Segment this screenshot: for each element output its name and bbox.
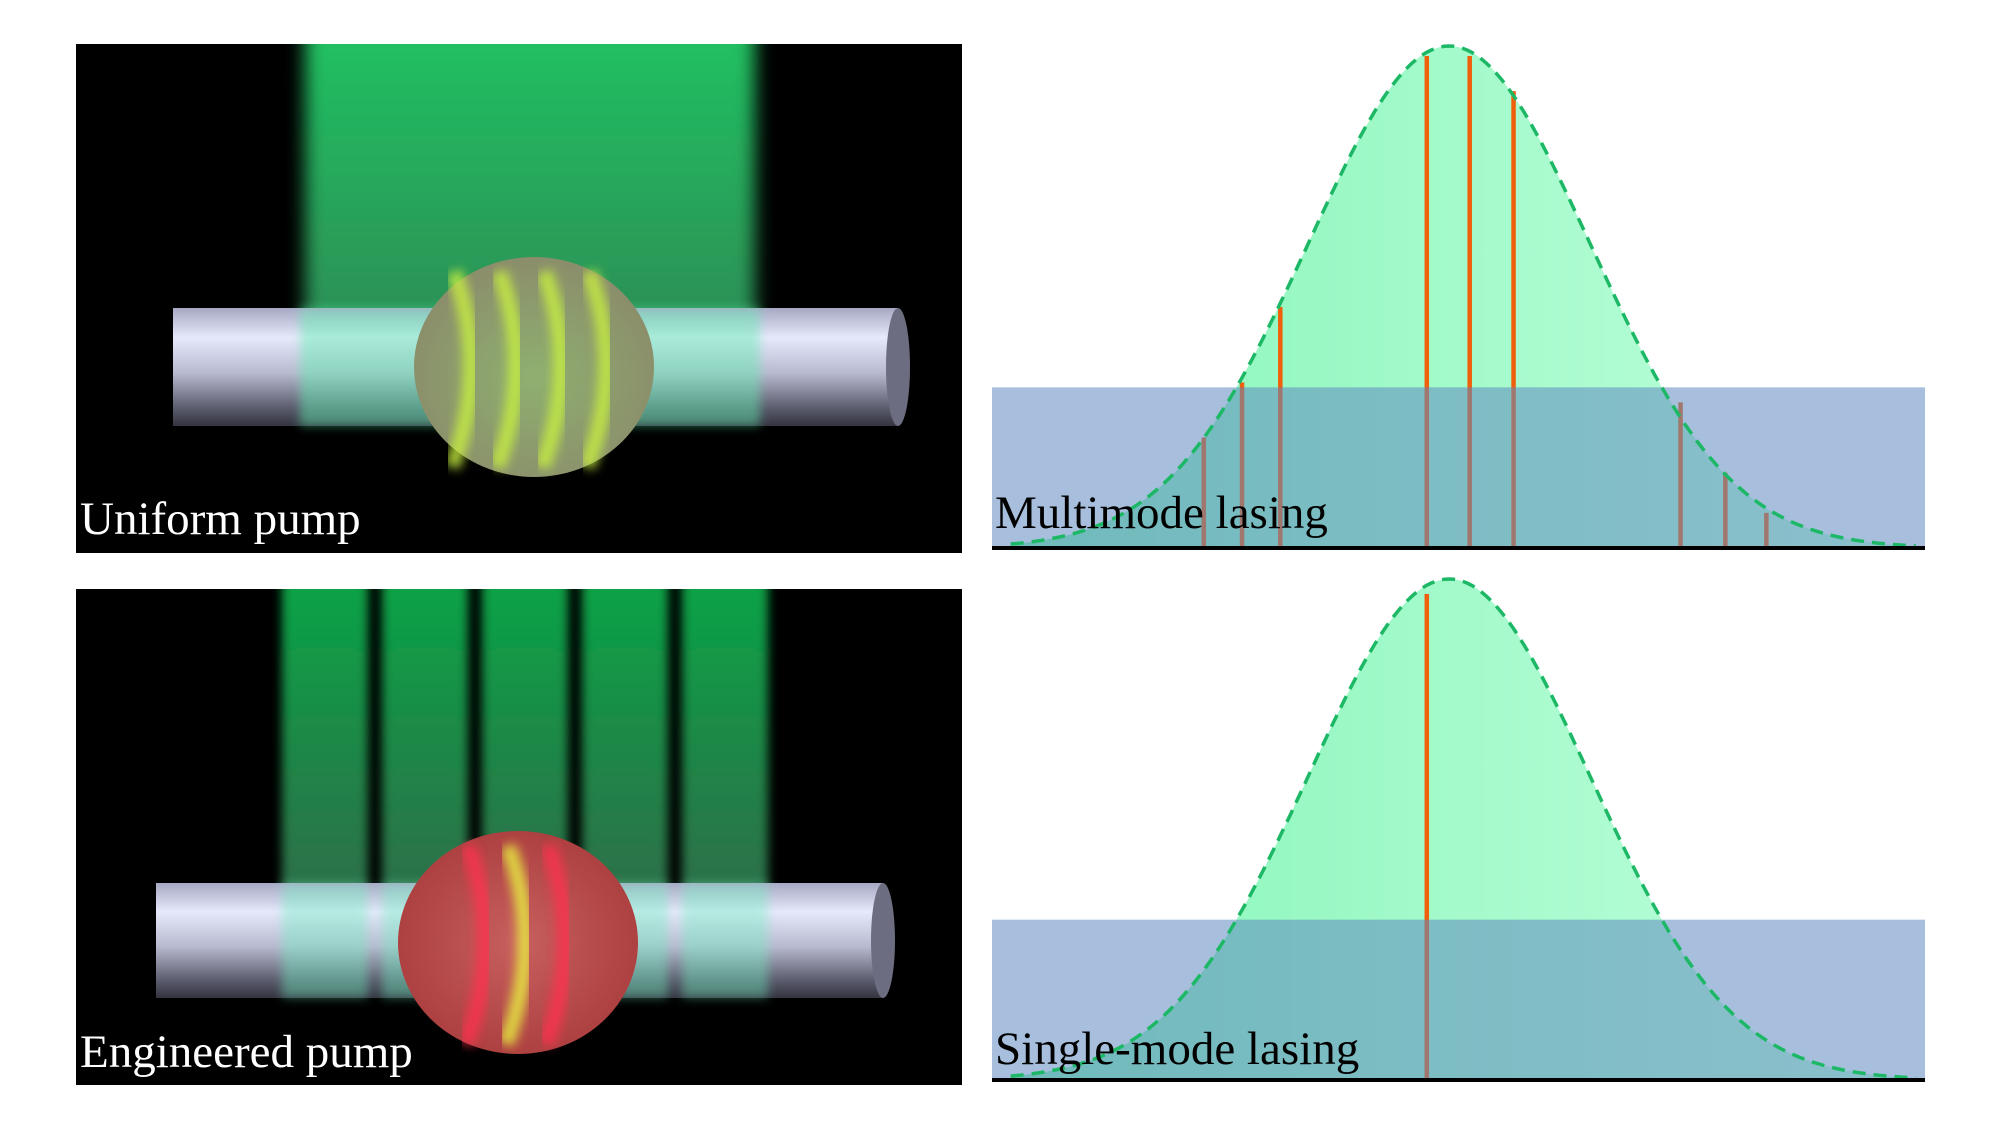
panel-label-uniform: Uniform pump [80,493,361,545]
loss-threshold-band [992,919,1925,1080]
mode-pattern-stripe [458,843,493,1047]
panel-engineered [76,589,962,1085]
panel-content [156,589,895,1054]
mode-pattern-stripe [579,269,614,470]
panel-content [173,44,910,477]
chart-label-single-mode: Single-mode lasing [995,1023,1360,1075]
gain-curve [1010,577,1916,1080]
pump-stripe [282,589,368,893]
mode-pattern-stripe [444,269,479,470]
mode-pattern-stripe [534,269,569,470]
gain-chart-single-mode [992,577,1925,1082]
gain-chart-multimode [992,44,1925,550]
loss-threshold-band [992,387,1925,548]
mode-pattern-stripe [498,843,533,1047]
pump-stripe [382,589,468,893]
fiber-end-cap [886,308,910,426]
fiber-end-cap [871,883,895,998]
pump-illumination [282,883,368,998]
microbottle-resonator [414,257,654,477]
pump-stripe [682,589,768,893]
panel-label-engineered: Engineered pump [80,1026,413,1078]
mode-pattern-stripe [538,843,573,1047]
panel-uniform [76,44,962,553]
chart-label-multimode: Multimode lasing [995,487,1328,539]
gain-curve [1010,44,1916,548]
mode-pattern-stripe [489,269,524,470]
pump-stripe [582,589,668,893]
pump-illumination [682,883,768,998]
